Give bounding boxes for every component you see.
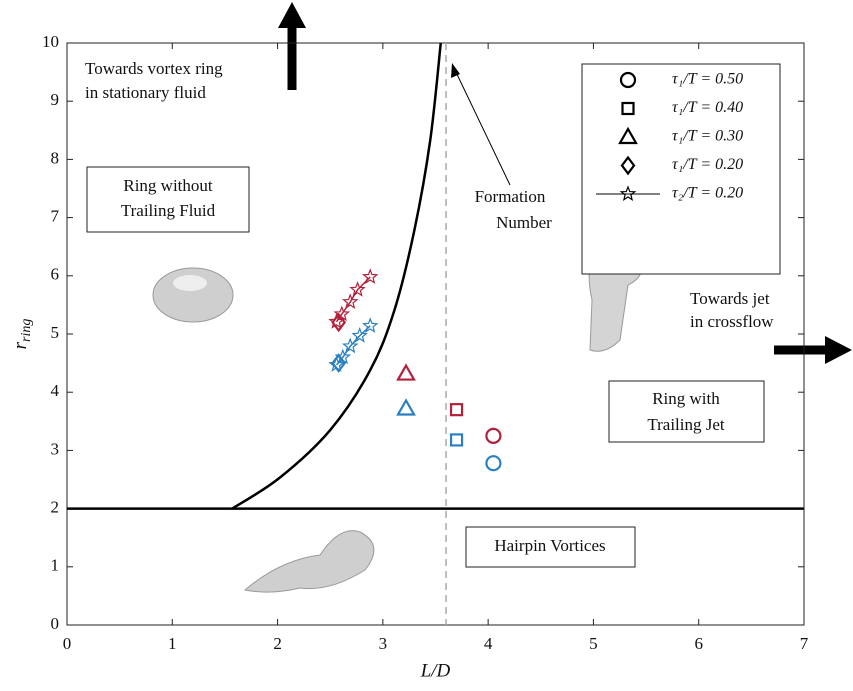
data-point bbox=[396, 363, 416, 381]
annotation-arrow-head bbox=[451, 63, 460, 78]
annotation: Towards vortex ring bbox=[85, 59, 223, 78]
vortex-ring-render bbox=[152, 267, 234, 323]
annotation: Ring with bbox=[652, 389, 720, 408]
data-point bbox=[349, 281, 366, 297]
boundary-curve bbox=[231, 42, 443, 510]
x-tick-label: 7 bbox=[800, 634, 809, 653]
x-tick-label: 4 bbox=[484, 634, 493, 653]
x-tick-label: 1 bbox=[168, 634, 177, 653]
data-point bbox=[362, 317, 379, 333]
legend-label: τ₁/T = 0.40 bbox=[672, 99, 743, 116]
legend-label: τ₁/T = 0.30 bbox=[672, 128, 743, 145]
arrow-up-head bbox=[278, 2, 306, 28]
annotation: Formation bbox=[475, 187, 546, 206]
data-point bbox=[328, 356, 345, 372]
y-axis-label: rring bbox=[10, 319, 34, 350]
annotation: Number bbox=[496, 213, 552, 232]
legend-label: τ₂/T = 0.20 bbox=[672, 185, 743, 202]
y-tick-label: 8 bbox=[51, 148, 60, 167]
legend-marker bbox=[619, 185, 637, 202]
data-point bbox=[333, 305, 351, 322]
legend-box bbox=[581, 63, 781, 275]
data-point bbox=[449, 433, 464, 447]
legend-label: τ₁/T = 0.50 bbox=[672, 71, 743, 88]
annotation: in stationary fluid bbox=[85, 83, 206, 102]
y-tick-label: 0 bbox=[51, 614, 60, 633]
legend-label: τ₁/T = 0.20 bbox=[672, 156, 743, 173]
y-tick-label: 6 bbox=[51, 265, 60, 284]
y-tick-label: 9 bbox=[51, 90, 60, 109]
arrow-right-head bbox=[825, 336, 852, 364]
y-tick-label: 10 bbox=[42, 32, 59, 51]
annotation: Ring without bbox=[123, 176, 213, 195]
annotation: Trailing Jet bbox=[647, 415, 725, 434]
data-point bbox=[341, 293, 359, 310]
y-tick-label: 4 bbox=[51, 381, 60, 400]
annotation: Hairpin Vortices bbox=[494, 536, 605, 555]
data-point bbox=[396, 398, 416, 416]
legend-marker bbox=[618, 126, 638, 145]
y-tick-label: 3 bbox=[51, 439, 60, 458]
annotation: Trailing Fluid bbox=[121, 201, 216, 220]
data-point bbox=[351, 327, 368, 343]
x-tick-label: 3 bbox=[379, 634, 388, 653]
annotation-box bbox=[86, 166, 250, 233]
data-point bbox=[485, 427, 502, 444]
data-point bbox=[362, 268, 379, 284]
series-line bbox=[335, 325, 371, 366]
y-tick-label: 7 bbox=[51, 207, 60, 226]
data-point bbox=[449, 403, 464, 417]
y-tick-label: 5 bbox=[51, 323, 60, 342]
annotation-box bbox=[608, 380, 765, 443]
x-tick-label: 0 bbox=[63, 634, 72, 653]
series-line bbox=[335, 276, 371, 323]
vortex-ring-hole bbox=[173, 275, 207, 291]
annotation-arrow bbox=[453, 67, 511, 186]
legend-marker bbox=[621, 101, 635, 116]
y-axis-label-main: r bbox=[10, 341, 31, 349]
x-tick-label: 5 bbox=[589, 634, 598, 653]
annotation: in crossflow bbox=[690, 312, 774, 331]
legend-marker bbox=[620, 155, 636, 176]
annotation-box bbox=[465, 526, 636, 568]
y-axis-label-sub: ring bbox=[19, 319, 34, 342]
annotation: Towards jet bbox=[690, 289, 770, 308]
y-tick-label: 1 bbox=[51, 556, 60, 575]
data-point bbox=[341, 337, 359, 354]
hairpin-render bbox=[243, 530, 375, 593]
x-tick-label: 6 bbox=[694, 634, 703, 653]
data-point bbox=[334, 348, 352, 365]
x-tick-label: 2 bbox=[273, 634, 282, 653]
data-point bbox=[328, 313, 345, 329]
legend-marker bbox=[619, 71, 637, 89]
x-axis-label: L/D bbox=[420, 660, 451, 681]
y-tick-label: 2 bbox=[51, 498, 60, 517]
data-point bbox=[485, 455, 502, 472]
